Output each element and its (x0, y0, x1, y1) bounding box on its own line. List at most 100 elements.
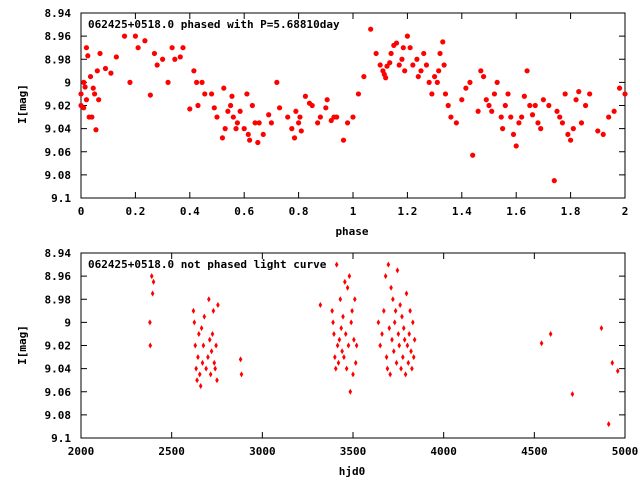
data-point (389, 284, 393, 291)
data-point (216, 302, 220, 309)
data-point (521, 93, 527, 99)
data-point (201, 342, 206, 349)
data-point (489, 108, 495, 114)
unphased-y-tick-label: 9.06 (45, 386, 72, 399)
data-point (347, 273, 352, 280)
data-point (317, 114, 323, 120)
unphased-x-tick-label: 2500 (158, 445, 185, 458)
data-point (380, 330, 384, 337)
data-point (113, 54, 119, 60)
data-point (135, 45, 141, 51)
data-point (361, 73, 367, 80)
data-point (494, 79, 500, 85)
data-point (610, 359, 615, 366)
data-point (247, 137, 253, 143)
data-point (199, 325, 204, 332)
phased-x-tick-label: 0.2 (125, 205, 145, 218)
data-point (195, 102, 201, 109)
data-point (399, 56, 405, 62)
data-point (151, 278, 156, 285)
data-point (165, 79, 171, 85)
data-point (147, 92, 153, 98)
data-point (378, 342, 382, 349)
data-point (384, 354, 389, 361)
phased-x-tick-label: 0.4 (180, 205, 200, 218)
data-point (192, 319, 197, 326)
data-point (90, 85, 96, 91)
data-point (108, 70, 114, 76)
data-point (333, 365, 338, 372)
data-point (148, 319, 152, 326)
data-point (423, 62, 430, 68)
data-point (215, 377, 219, 384)
data-point (406, 359, 411, 366)
data-point (336, 359, 341, 366)
data-point (335, 342, 340, 349)
data-point (228, 102, 234, 109)
data-point (398, 302, 402, 309)
data-point (535, 120, 541, 126)
data-point (445, 102, 451, 109)
data-point (559, 120, 566, 126)
data-point (331, 319, 335, 326)
data-point (350, 114, 356, 120)
data-point (616, 85, 623, 91)
data-point (342, 354, 346, 361)
data-point (478, 68, 484, 74)
data-point (239, 371, 244, 378)
data-point (297, 114, 303, 120)
data-point (385, 365, 390, 372)
data-point (132, 33, 138, 39)
data-point (434, 79, 440, 85)
data-point (344, 365, 349, 372)
data-point (595, 128, 601, 134)
data-point (214, 342, 218, 349)
data-point (214, 114, 220, 120)
data-point (169, 45, 175, 51)
phased-x-tick-label: 2 (622, 205, 629, 218)
data-point (414, 56, 420, 62)
data-point (206, 354, 210, 361)
data-point (410, 365, 414, 372)
data-point (268, 120, 274, 126)
data-point (209, 348, 214, 355)
data-point (222, 126, 228, 132)
data-point (330, 307, 334, 314)
data-point (333, 354, 337, 361)
data-point (238, 356, 243, 363)
unphased-x-tick-label: 2000 (68, 445, 95, 458)
data-point (148, 342, 153, 349)
phased-y-tick-label: 9 (64, 76, 71, 89)
data-point (355, 91, 362, 97)
data-point (391, 296, 395, 303)
data-point (276, 105, 283, 111)
data-point (404, 33, 410, 39)
unphased-ylabel: I[mag] (16, 325, 29, 365)
data-point (341, 313, 345, 320)
data-point (197, 371, 202, 378)
data-point (392, 319, 397, 326)
data-point (344, 120, 351, 126)
data-point (340, 348, 344, 355)
data-point (93, 127, 99, 133)
data-point (412, 336, 417, 343)
phased-x-tick-label: 1 (350, 205, 357, 218)
data-point (600, 131, 606, 138)
data-point (97, 50, 103, 57)
data-point (353, 359, 358, 366)
data-point (401, 325, 406, 332)
data-point (334, 114, 340, 120)
phased-plot-frame (80, 12, 626, 199)
data-point (403, 371, 408, 378)
data-point (527, 102, 533, 109)
data-point (351, 371, 355, 378)
data-point (81, 79, 87, 85)
data-point (475, 108, 481, 114)
data-point (400, 313, 404, 320)
data-point (244, 91, 250, 97)
data-point (323, 105, 329, 111)
data-point (429, 91, 435, 97)
data-point (599, 325, 604, 332)
data-point (296, 120, 302, 126)
data-point (221, 85, 227, 91)
